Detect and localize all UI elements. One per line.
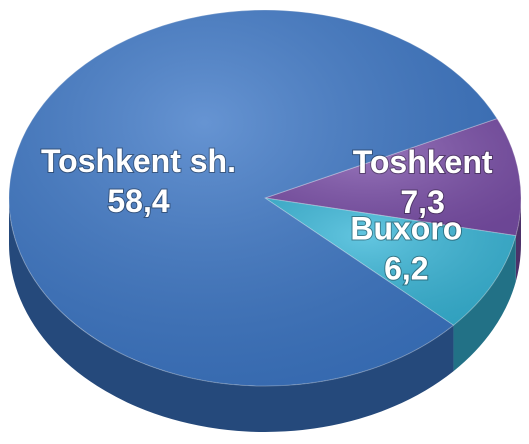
slice-value-label: 6,2 <box>384 251 428 287</box>
slice-side <box>515 198 521 282</box>
slice-side <box>453 235 516 372</box>
slice-category-label: Buxoro <box>350 211 462 247</box>
pie-tops <box>8 9 522 387</box>
pie-sides <box>9 198 521 432</box>
slice-shine <box>265 198 516 326</box>
slice-category-label: Toshkent sh. <box>41 143 236 179</box>
slice-value-label: 58,4 <box>107 183 169 219</box>
slice-shine <box>265 118 522 236</box>
slice-side <box>9 198 454 432</box>
slice-category-label: Toshkent <box>353 144 493 180</box>
slice-shine <box>8 9 498 386</box>
slice-value-label: 7,3 <box>400 184 444 220</box>
